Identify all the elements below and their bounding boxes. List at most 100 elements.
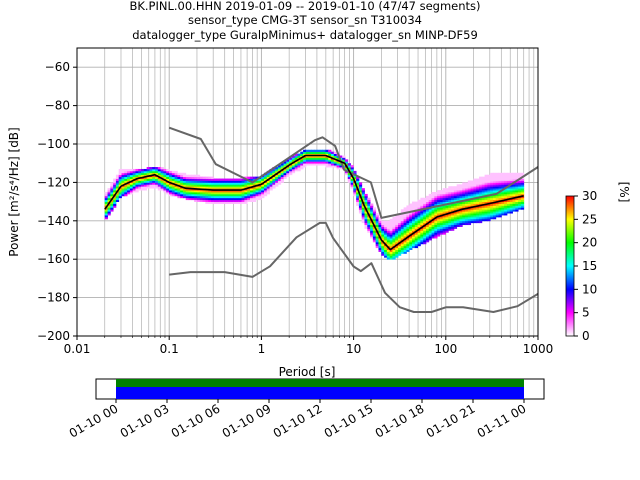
density-cell <box>364 199 368 202</box>
density-cell <box>113 205 117 208</box>
density-cell <box>442 188 446 191</box>
density-cell <box>425 220 430 224</box>
density-cell <box>473 220 477 224</box>
density-cell <box>143 184 148 187</box>
density-cell <box>395 247 399 250</box>
density-cell <box>495 186 499 189</box>
density-cell <box>481 205 486 208</box>
density-cell <box>495 178 499 181</box>
density-cell <box>132 182 136 185</box>
density-cell <box>356 193 360 197</box>
density-cell <box>213 197 217 201</box>
density-cell <box>481 190 486 193</box>
density-cell <box>425 218 430 222</box>
density-cell <box>518 180 522 183</box>
density-cell <box>236 192 240 195</box>
density-cell <box>314 155 318 158</box>
density-cell <box>479 220 483 224</box>
density-cell <box>219 190 223 193</box>
density-cell <box>367 203 371 206</box>
density-cell <box>127 178 131 181</box>
density-cell <box>406 228 410 231</box>
density-cell <box>252 176 256 179</box>
density-cell <box>247 199 251 202</box>
density-cell <box>470 199 474 202</box>
density-cell <box>163 172 167 176</box>
density-cell <box>372 209 377 212</box>
density-cell <box>431 201 435 204</box>
density-cell <box>479 199 483 202</box>
density-cell <box>370 236 374 239</box>
density-cell <box>411 245 416 249</box>
density-cell <box>498 193 502 197</box>
density-cell <box>163 180 167 183</box>
density-cell <box>465 184 469 187</box>
density-cell <box>400 211 405 214</box>
density-cell <box>409 222 413 226</box>
density-cell <box>155 186 159 189</box>
timeline-tick-label: 01-10 21 <box>424 401 478 440</box>
density-cell <box>113 201 117 204</box>
density-cell <box>501 182 505 185</box>
density-cell <box>437 218 441 222</box>
density-cell <box>152 172 156 176</box>
density-cell <box>384 232 388 235</box>
density-cell <box>459 222 463 226</box>
density-cell <box>495 199 499 202</box>
density-cell <box>451 190 455 193</box>
density-cell <box>451 199 455 202</box>
density-cell <box>462 193 466 197</box>
density-cell <box>188 195 192 199</box>
density-cell <box>439 199 444 202</box>
density-cell <box>398 228 402 231</box>
density-cell <box>358 207 363 210</box>
density-cell <box>244 195 248 199</box>
density-cell <box>163 184 167 187</box>
density-cell <box>518 193 522 197</box>
density-cell <box>188 178 192 181</box>
density-cell <box>484 176 488 179</box>
x-tick-label: 1 <box>258 342 266 356</box>
density-cell <box>115 199 120 202</box>
density-cell <box>434 215 438 218</box>
density-cell <box>236 186 240 189</box>
title-line-2: sensor_type CMG-3T sensor_sn T310034 <box>188 13 422 27</box>
density-cell <box>420 222 424 226</box>
density-cell <box>110 209 114 212</box>
density-cell <box>104 209 108 212</box>
density-cell <box>216 184 220 187</box>
density-cell <box>378 243 382 247</box>
density-cell <box>423 241 427 245</box>
density-cell <box>289 170 293 174</box>
density-cell <box>107 195 111 199</box>
density-cell <box>177 190 181 193</box>
density-cell <box>481 180 486 183</box>
density-cell <box>129 174 134 178</box>
density-cell <box>428 211 432 214</box>
y-tick-label: −140 <box>37 214 70 228</box>
density-cell <box>445 192 449 195</box>
density-cell <box>135 176 139 179</box>
density-cell <box>249 192 254 195</box>
density-cell <box>512 172 516 176</box>
density-cell <box>127 174 131 178</box>
density-cell <box>414 222 418 226</box>
timeline-tick-label: 01-10 09 <box>220 401 274 440</box>
density-cell <box>219 193 223 197</box>
density-cell <box>487 218 491 222</box>
density-cell <box>465 188 469 191</box>
density-cell <box>437 207 441 210</box>
density-cell <box>252 186 256 189</box>
density-cell <box>498 180 502 183</box>
density-cell <box>378 234 382 237</box>
density-cell <box>456 213 460 216</box>
density-cell <box>442 205 446 208</box>
density-cell <box>411 203 416 206</box>
density-cell <box>392 253 396 256</box>
density-cell <box>277 168 282 172</box>
density-cell <box>149 168 153 172</box>
density-cell <box>297 161 301 164</box>
density-cell <box>479 176 483 179</box>
density-cell <box>171 174 175 178</box>
density-cell <box>236 201 240 204</box>
